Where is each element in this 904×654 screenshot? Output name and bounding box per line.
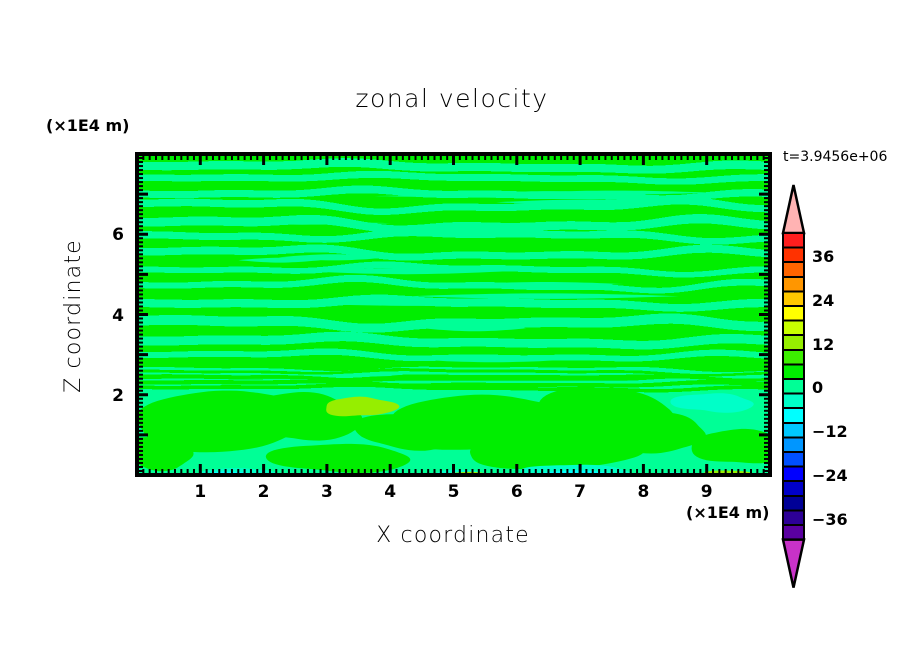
colorbar-over-arrow — [781, 184, 806, 235]
x-tick-label: 8 — [637, 482, 650, 502]
colorbar-tick-label: −24 — [812, 465, 848, 485]
x-tick-label: 5 — [447, 482, 460, 502]
colorbar-tick-label: 36 — [812, 246, 835, 266]
x-tick-label: 2 — [257, 482, 270, 502]
colorbar-segment — [782, 378, 805, 395]
x-tick-label: 1 — [194, 482, 207, 502]
colorbar-segment — [782, 290, 805, 307]
colorbar-segment — [782, 363, 805, 380]
y-axis-ticks — [137, 152, 770, 477]
colorbar-segment — [782, 392, 805, 410]
y-axis-unit-label: (×1E4 m) — [46, 116, 130, 135]
colorbar-tick-label: −12 — [812, 422, 848, 442]
colorbar-segment — [782, 480, 805, 497]
colorbar-tick-label: −36 — [812, 509, 848, 529]
colorbar-segment — [782, 319, 805, 337]
colorbar-segment — [782, 275, 805, 293]
x-tick-label: 4 — [384, 482, 397, 502]
colorbar-segment — [782, 246, 805, 264]
colorbar-tick-label: 12 — [812, 334, 835, 354]
colorbar-tick-label: 24 — [812, 290, 835, 310]
colorbar-segment — [782, 232, 805, 249]
colorbar-tick-label: 0 — [812, 378, 824, 398]
x-tick-label: 7 — [574, 482, 587, 502]
y-axis-title: Z coordinate — [61, 239, 86, 393]
colorbar-under-arrow — [781, 538, 806, 588]
contour-field — [137, 154, 770, 475]
colorbar-segment — [782, 334, 805, 351]
y-tick-label: 4 — [112, 305, 124, 326]
plot-frame — [135, 152, 772, 477]
colorbar-segment — [782, 261, 805, 278]
x-axis-ticks — [135, 154, 772, 475]
x-tick-label: 6 — [510, 482, 523, 502]
x-tick-label: 3 — [320, 482, 333, 502]
colorbar-segment — [782, 436, 805, 453]
time-annotation: t=3.9456e+06 — [783, 149, 888, 165]
colorbar-segment — [782, 465, 805, 483]
colorbar-segment — [782, 348, 805, 366]
colorbar-segment — [782, 407, 805, 424]
y-tick-label: 2 — [112, 385, 124, 406]
colorbar-segment — [782, 509, 805, 526]
x-axis-unit-label: (×1E4 m) — [686, 503, 770, 522]
colorbar — [781, 184, 806, 588]
colorbar-segment — [782, 421, 805, 439]
colorbar-segment — [782, 451, 805, 468]
page-title: zonal velocity — [355, 84, 549, 113]
y-tick-label: 6 — [112, 225, 124, 246]
x-tick-label: 9 — [700, 482, 713, 502]
colorbar-segment — [782, 305, 805, 322]
colorbar-segment — [782, 524, 805, 541]
x-axis-title: X coordinate — [376, 523, 530, 548]
colorbar-segment — [782, 494, 805, 512]
